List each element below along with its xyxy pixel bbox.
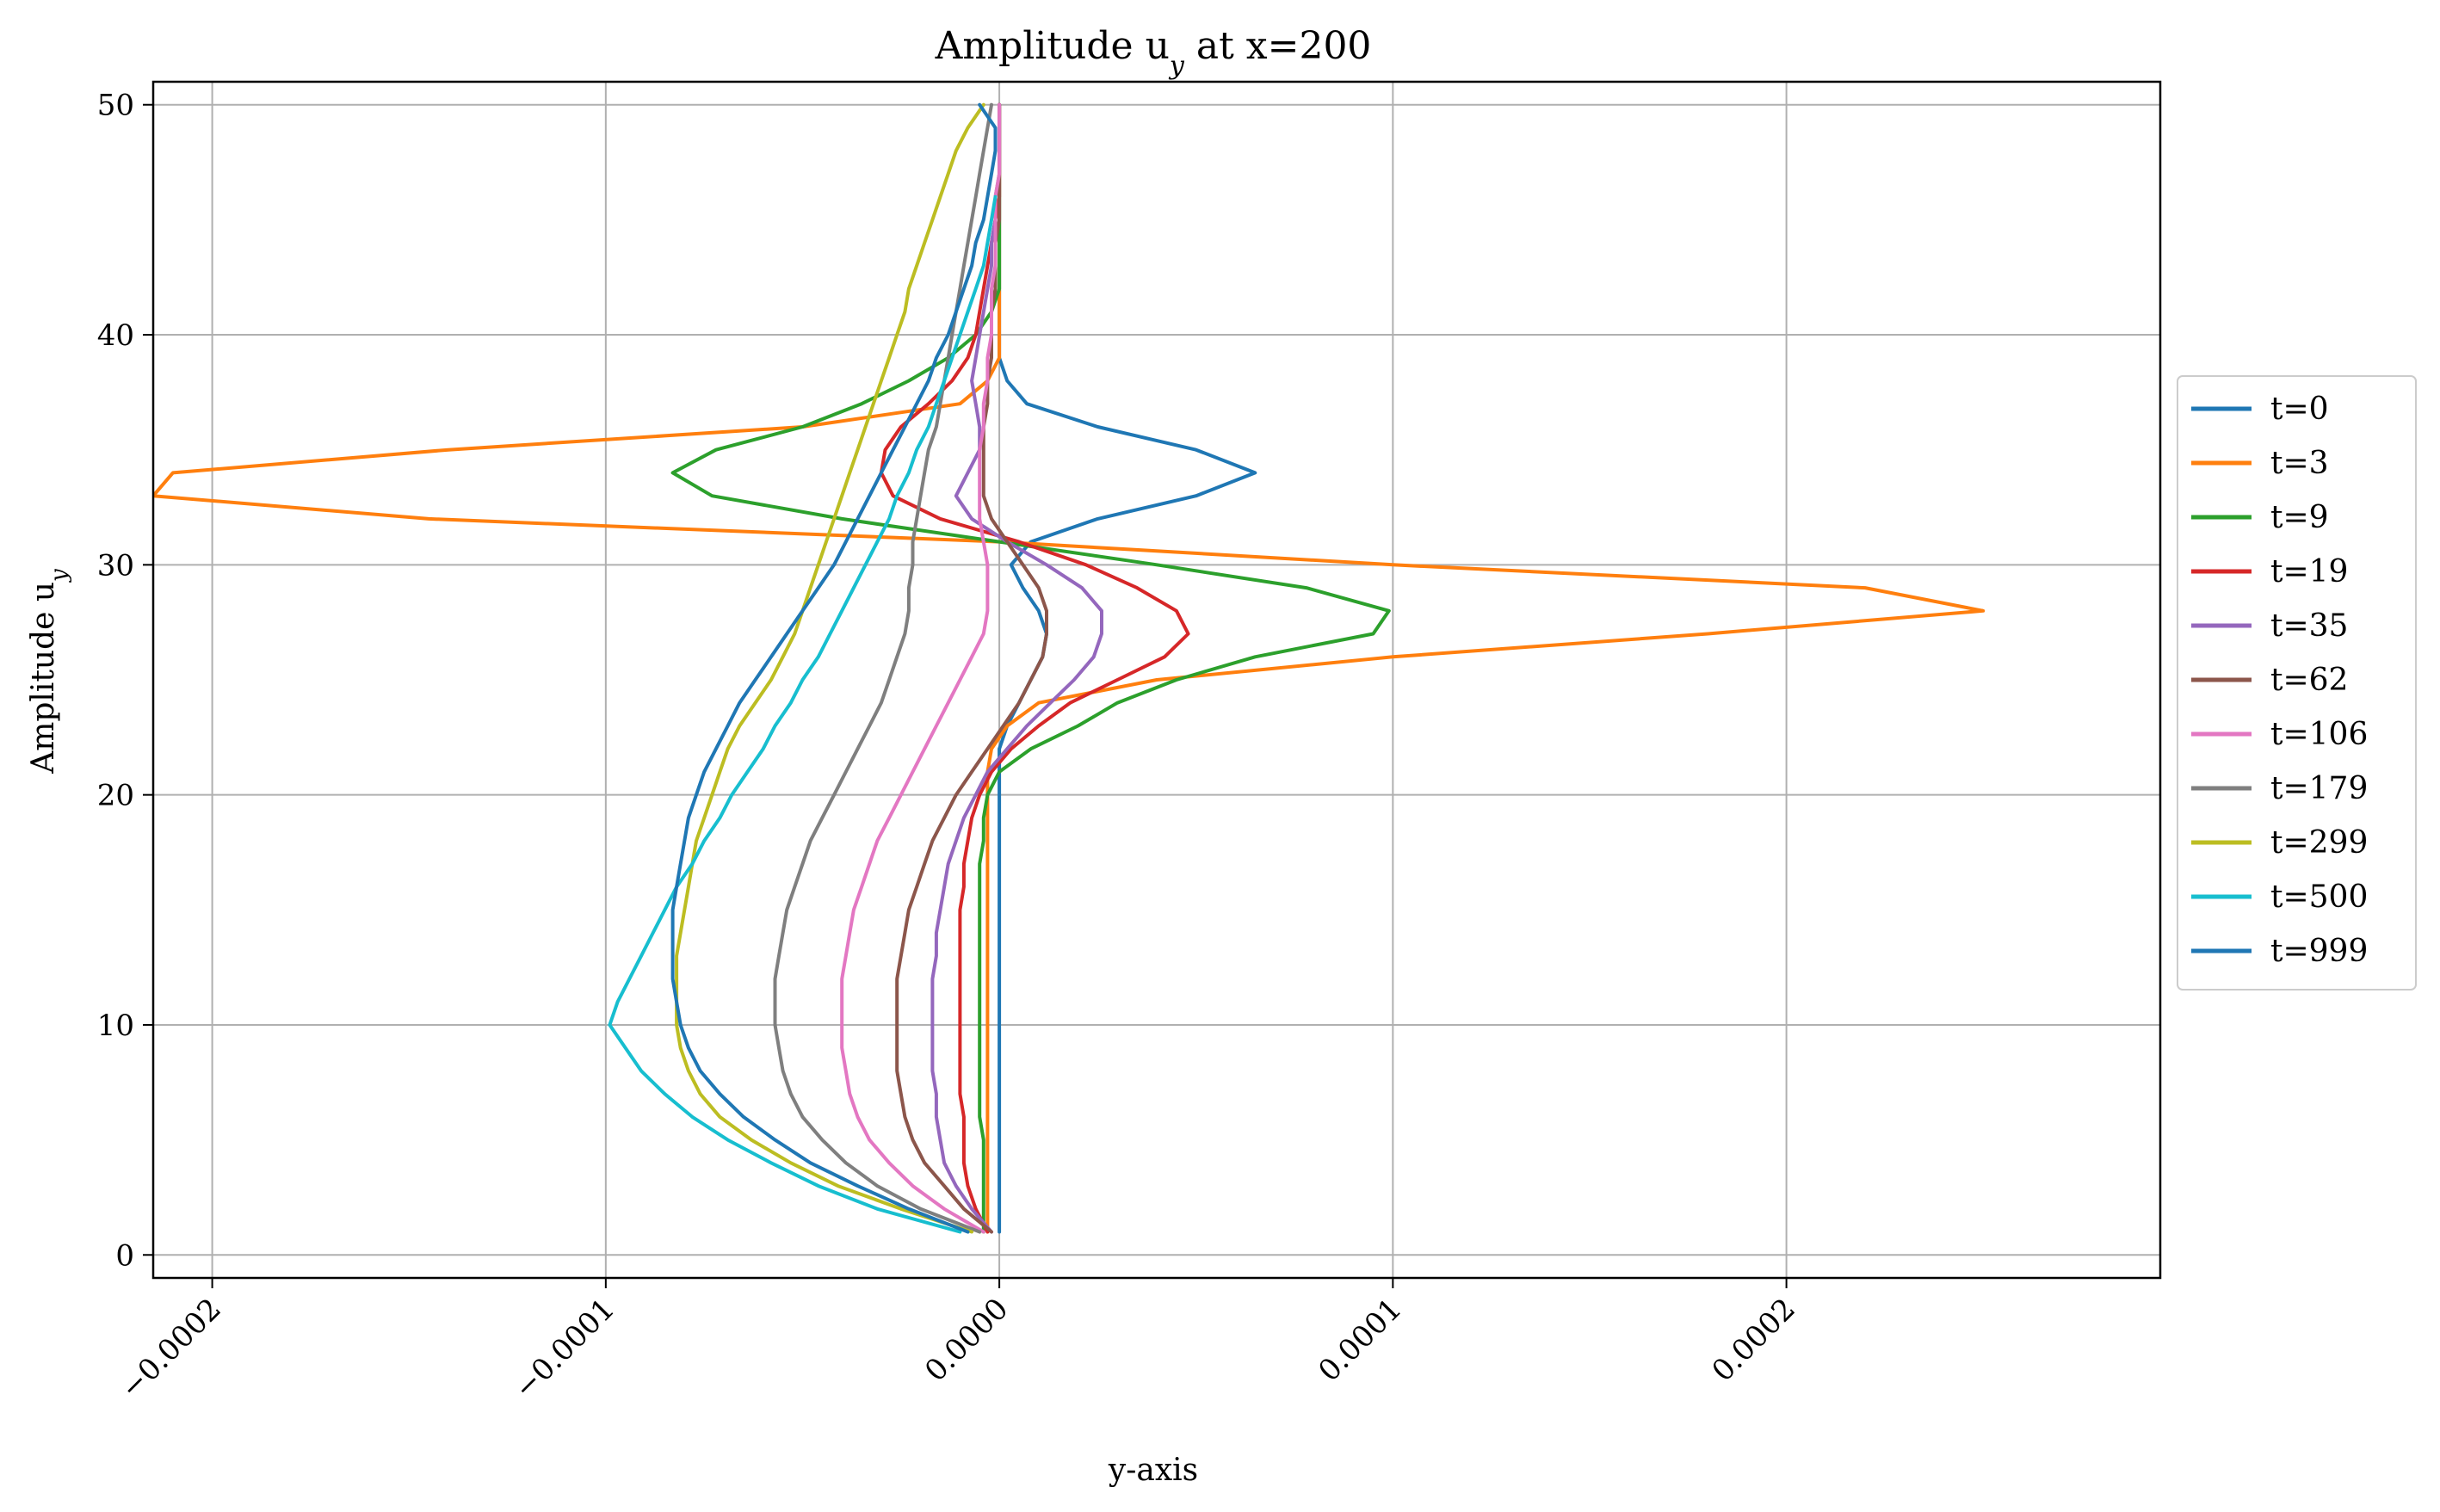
series-line-t-179	[773, 102, 993, 1234]
legend-box	[2177, 375, 2417, 991]
chart-title-rest: at x=200	[1184, 24, 1372, 68]
y-tick-label: 30	[97, 548, 134, 583]
x-tick-label: −0.0001	[508, 1292, 622, 1406]
y-tick-label: 20	[97, 779, 134, 813]
legend-entry-label: t=19	[2270, 554, 2348, 589]
y-axis-label-main: Amplitude u	[26, 582, 61, 775]
y-axis-label: Amplitude uy	[26, 569, 72, 775]
y-tick-label: 0	[115, 1238, 134, 1273]
legend-entry-label: t=179	[2270, 771, 2368, 806]
series-line-t-3	[153, 102, 1986, 1234]
plot-area-frame	[151, 80, 2162, 1280]
x-tick-label: 0.0000	[918, 1292, 1015, 1388]
y-axis-label-subscript: y	[46, 569, 72, 583]
series-line-t-999	[670, 102, 998, 1234]
legend-entry-label: t=106	[2270, 717, 2368, 752]
legend-entry-label: t=500	[2270, 879, 2368, 915]
x-tick-label: 0.0001	[1312, 1292, 1408, 1388]
series-line-t-500	[608, 194, 998, 1234]
legend-entry-label: t=35	[2270, 608, 2348, 644]
series-line-t-299	[675, 102, 985, 1234]
x-tick-label: 0.0002	[1706, 1292, 1802, 1388]
series-line-t-19	[879, 102, 1190, 1234]
x-tick-label: −0.0002	[114, 1292, 228, 1406]
legend-entry-label: t=0	[2270, 392, 2329, 427]
legend-entry-label: t=3	[2270, 446, 2329, 481]
series-lines	[153, 102, 1986, 1234]
chart-title-subscript: y	[1168, 51, 1185, 81]
series-line-t-9	[670, 102, 1391, 1234]
legend-entry-label: t=299	[2270, 825, 2368, 861]
legend-entry-label: t=999	[2270, 934, 2368, 969]
series-line-t-62	[895, 102, 1048, 1234]
legend: t=0 t=3 t=9 t=19 t=35 t=62 t=106 t=179 t=299 t=50…	[2177, 375, 2417, 991]
x-axis-label: y-axis	[1108, 1453, 1198, 1488]
series-line-t-35	[930, 102, 1103, 1234]
chart-title-main: Amplitude u	[935, 24, 1170, 68]
y-tick-label: 40	[97, 318, 134, 353]
y-tick-label: 50	[97, 89, 134, 123]
y-tick-label: 10	[97, 1009, 134, 1043]
legend-entry-label: t=62	[2270, 663, 2348, 698]
series-line-t-106	[840, 102, 1002, 1234]
legend-entry-label: t=9	[2270, 500, 2329, 535]
chart-title: Amplitude uy at x=200	[935, 24, 1372, 81]
axis-ticks: −0.0002 −0.0001 0.0000 0.0001 0.0002 0 10 20 30 4…	[97, 89, 1802, 1406]
